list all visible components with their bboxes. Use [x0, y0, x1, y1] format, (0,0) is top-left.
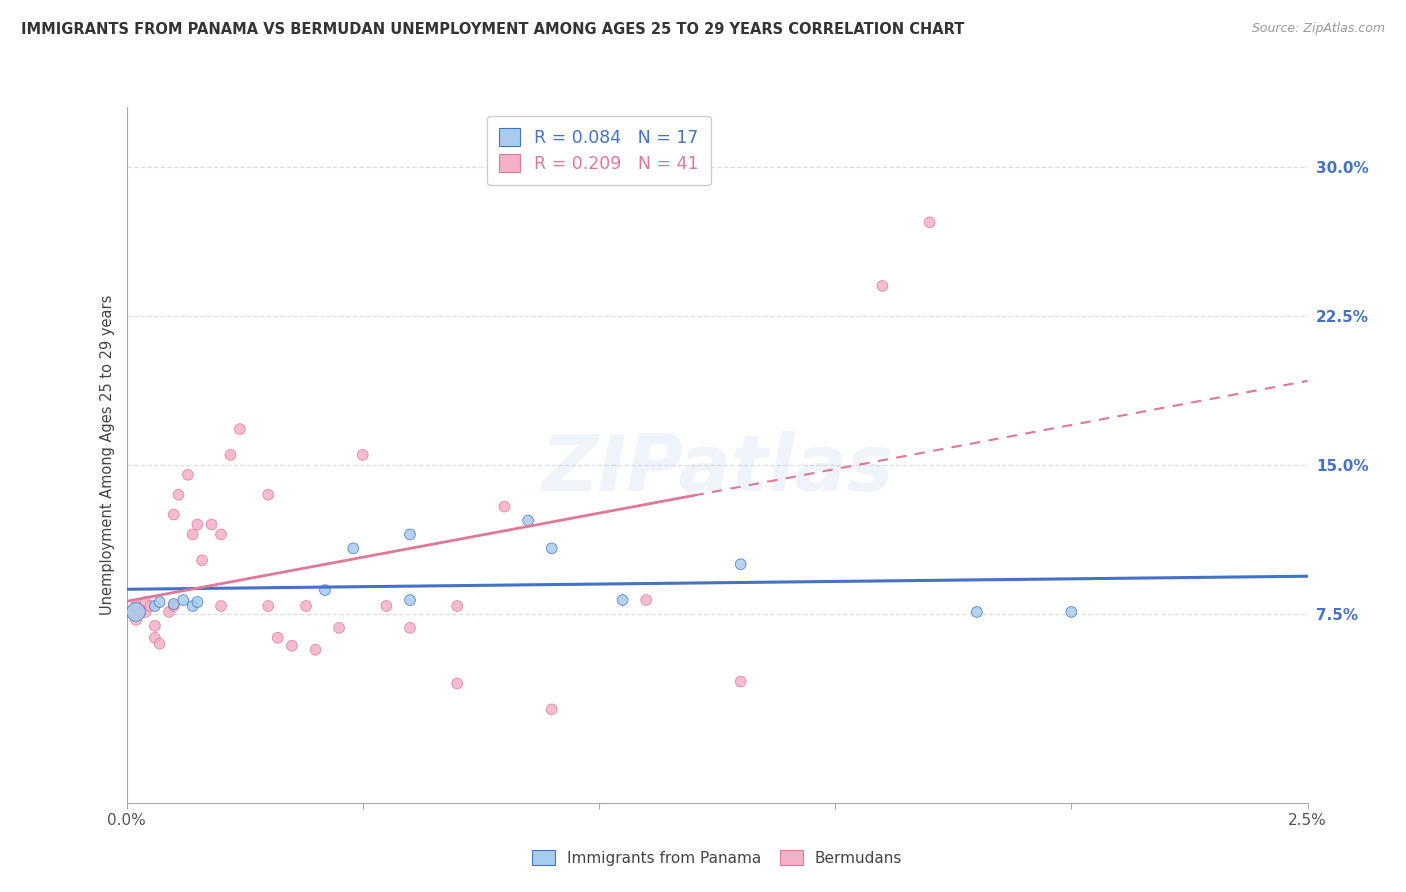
Point	[730, 674, 752, 689]
Point	[540, 541, 562, 556]
Point	[399, 527, 422, 541]
Point	[375, 599, 398, 613]
Point	[143, 599, 166, 613]
Point	[143, 631, 166, 645]
Point	[612, 593, 634, 607]
Point	[257, 599, 280, 613]
Point	[143, 619, 166, 633]
Point	[1060, 605, 1083, 619]
Text: ZIPatlas: ZIPatlas	[541, 431, 893, 507]
Point	[177, 467, 200, 482]
Point	[918, 215, 941, 229]
Point	[328, 621, 350, 635]
Point	[446, 599, 468, 613]
Point	[517, 514, 540, 528]
Point	[281, 639, 304, 653]
Point	[209, 599, 232, 613]
Point	[494, 500, 516, 514]
Point	[304, 642, 326, 657]
Point	[172, 593, 194, 607]
Point	[314, 583, 336, 598]
Point	[167, 488, 190, 502]
Point	[163, 508, 186, 522]
Point	[139, 599, 162, 613]
Point	[730, 558, 752, 572]
Point	[352, 448, 374, 462]
Point	[186, 517, 208, 532]
Point	[295, 599, 318, 613]
Point	[134, 595, 156, 609]
Y-axis label: Unemployment Among Ages 25 to 29 years: Unemployment Among Ages 25 to 29 years	[100, 294, 115, 615]
Point	[966, 605, 988, 619]
Point	[342, 541, 364, 556]
Point	[257, 488, 280, 502]
Point	[157, 605, 180, 619]
Point	[181, 527, 204, 541]
Point	[125, 613, 148, 627]
Point	[229, 422, 252, 436]
Point	[186, 595, 208, 609]
Point	[181, 599, 204, 613]
Point	[120, 605, 142, 619]
Point	[163, 597, 186, 611]
Text: IMMIGRANTS FROM PANAMA VS BERMUDAN UNEMPLOYMENT AMONG AGES 25 TO 29 YEARS CORREL: IMMIGRANTS FROM PANAMA VS BERMUDAN UNEMP…	[21, 22, 965, 37]
Point	[399, 593, 422, 607]
Point	[149, 595, 172, 609]
Point	[540, 702, 562, 716]
Point	[200, 517, 222, 532]
Point	[125, 605, 148, 619]
Text: Source: ZipAtlas.com: Source: ZipAtlas.com	[1251, 22, 1385, 36]
Point	[446, 676, 468, 690]
Point	[267, 631, 290, 645]
Point	[129, 605, 152, 619]
Point	[134, 605, 156, 619]
Point	[636, 593, 658, 607]
Point	[399, 621, 422, 635]
Point	[191, 553, 214, 567]
Point	[209, 527, 232, 541]
Legend: Immigrants from Panama, Bermudans: Immigrants from Panama, Bermudans	[526, 844, 908, 871]
Point	[163, 599, 186, 613]
Point	[219, 448, 242, 462]
Point	[125, 599, 148, 613]
Point	[149, 637, 172, 651]
Point	[872, 279, 894, 293]
